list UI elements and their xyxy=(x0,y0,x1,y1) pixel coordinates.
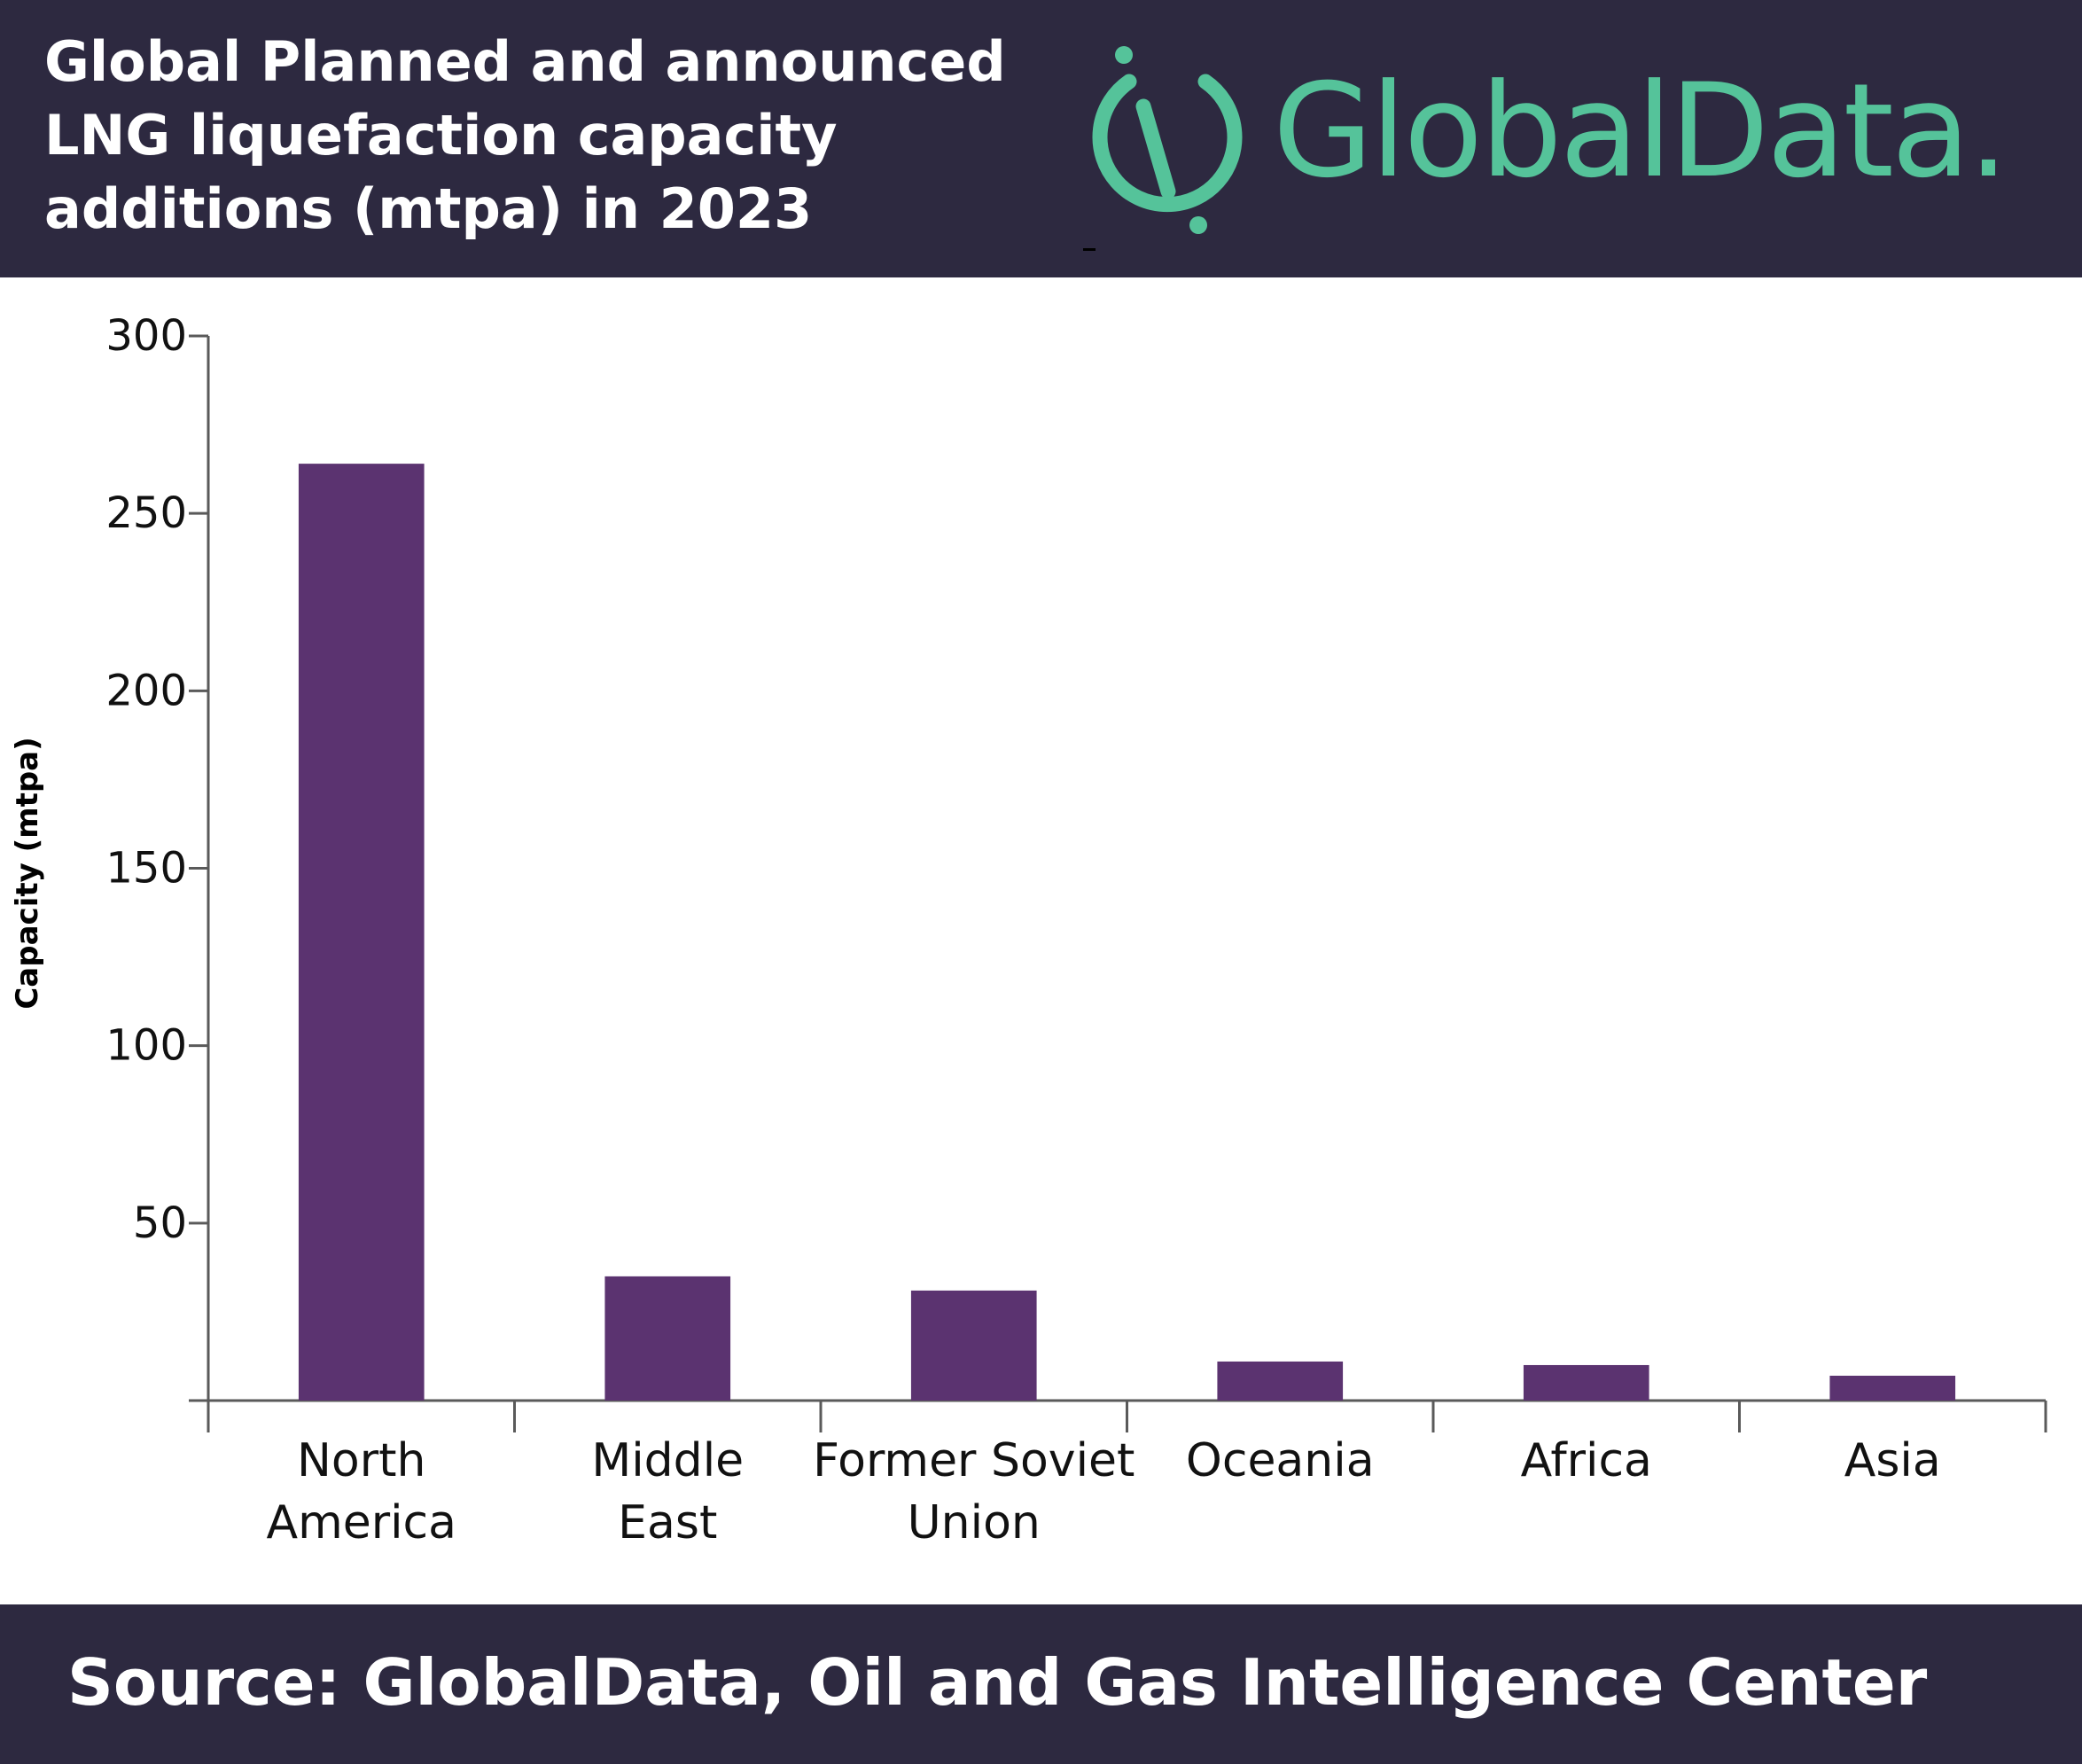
bar-4 xyxy=(1523,1364,1649,1401)
y-tick-label-200: 200 xyxy=(105,666,187,715)
y-tick-label-250: 250 xyxy=(105,488,187,538)
x-tick-label-1-line-0: Middle xyxy=(591,1434,744,1487)
x-tick-label-0-line-0: North xyxy=(297,1434,425,1487)
bar-5 xyxy=(1829,1375,1956,1401)
x-tick-label-0-line-1: America xyxy=(267,1496,457,1549)
source-note: Source: GlobalData, Oil and Gas Intellig… xyxy=(67,1645,1928,1720)
y-tick-label-300: 300 xyxy=(105,311,187,361)
chart-title: Global Planned and announced LNG liquefa… xyxy=(44,29,1006,241)
bar-1 xyxy=(604,1276,731,1401)
x-tick-label-3-line-0: Oceania xyxy=(1186,1434,1375,1487)
globaldata-logo: GlobalData. xyxy=(1080,43,2072,255)
bar-0 xyxy=(298,464,425,1401)
bar-3 xyxy=(1217,1361,1344,1401)
bar-2 xyxy=(910,1290,1037,1401)
header-mark xyxy=(1083,248,1096,251)
source-footer: Source: GlobalData, Oil and Gas Intellig… xyxy=(0,1604,2082,1764)
globaldata-logo-mark-icon xyxy=(1092,46,1243,234)
bar-chart: Capacity (mtpa) 50 100 150 200 250 300 North Am… xyxy=(10,311,2047,1549)
y-tick-label-150: 150 xyxy=(105,844,187,894)
x-tick-label-1-line-1: East xyxy=(618,1496,717,1549)
x-tick-label-2-line-1: Union xyxy=(908,1496,1041,1549)
x-tick-label-5-line-0: Asia xyxy=(1844,1434,1941,1487)
y-tick-label-100: 100 xyxy=(105,1021,187,1071)
y-tick-label-50: 50 xyxy=(133,1198,187,1248)
y-axis-label: Capacity (mtpa) xyxy=(10,737,45,1009)
header-banner: Global Planned and announced LNG liquefa… xyxy=(0,0,2082,277)
x-tick-label-4-line-0: Africa xyxy=(1521,1434,1652,1487)
globaldata-logo-wordmark: GlobalData. xyxy=(1273,56,2009,207)
x-tick-label-2-line-0: Former Soviet xyxy=(813,1434,1135,1487)
